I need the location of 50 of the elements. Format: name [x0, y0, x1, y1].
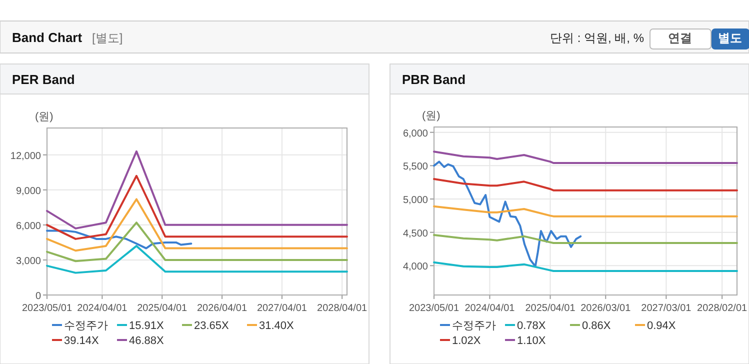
- x-tick-label: 2025/04/01: [137, 303, 188, 314]
- line-series: [433, 261, 738, 272]
- x-tick-label: 2023/05/01: [22, 303, 72, 314]
- line-series: [433, 178, 738, 192]
- legend-label: 1.10X: [517, 335, 546, 347]
- x-tick-label: 2024/04/01: [464, 303, 516, 314]
- x-tick-label: 2026/04/01: [197, 303, 248, 314]
- line-series: [433, 234, 738, 244]
- y-tick-label: 5,500: [402, 162, 428, 173]
- legend-label: 23.65X: [194, 320, 230, 332]
- legend-label: 0.78X: [517, 320, 546, 332]
- legend-label: 0.94X: [647, 320, 676, 332]
- line-series: [46, 174, 348, 240]
- y-tick-label: 6,000: [402, 128, 428, 140]
- line-series: [433, 150, 738, 164]
- x-tick-label: 2023/05/01: [408, 303, 460, 314]
- legend-label: 31.40X: [259, 320, 295, 332]
- y-tick-label: 9,000: [16, 186, 42, 197]
- x-tick-label: 2028/04/01: [317, 303, 368, 314]
- y-axis-title: (원): [422, 110, 440, 122]
- y-tick-label: 3,000: [16, 256, 42, 267]
- line-series: [433, 160, 582, 268]
- y-tick-label: 5,000: [402, 195, 428, 206]
- line-series: [46, 230, 192, 250]
- legend-label: 39.14X: [64, 335, 100, 347]
- y-tick-label: 12,000: [10, 150, 42, 162]
- legend-label: 1.02X: [452, 335, 482, 347]
- legend-label: 46.88X: [129, 335, 165, 347]
- y-tick-label: 6,000: [16, 220, 42, 232]
- line-series: [46, 198, 348, 252]
- y-tick-label: 0: [35, 291, 42, 302]
- line-series: [46, 150, 348, 230]
- y-tick-label: 4,500: [402, 228, 428, 240]
- line-series: [433, 205, 738, 218]
- x-tick-label: 2025/04/01: [525, 303, 576, 314]
- legend-label: 0.86X: [582, 320, 612, 332]
- legend-label: 수정주가: [64, 320, 108, 332]
- y-tick-label: 4,000: [402, 262, 428, 273]
- x-tick-label: 2028/02/01: [697, 303, 748, 314]
- x-tick-label: 2027/03/01: [641, 303, 692, 314]
- chart-title: PER Band: [12, 72, 75, 87]
- x-tick-label: 2026/03/01: [580, 303, 632, 314]
- legend-label: 15.91X: [129, 320, 165, 332]
- line-series: [46, 244, 348, 274]
- y-axis-title: (원): [35, 111, 54, 123]
- x-tick-label: 2024/04/01: [77, 303, 128, 314]
- legend-label: 수정주가: [452, 320, 496, 332]
- chart-title: PBR Band: [402, 72, 466, 87]
- line-series: [46, 222, 348, 262]
- x-tick-label: 2027/04/01: [256, 303, 308, 314]
